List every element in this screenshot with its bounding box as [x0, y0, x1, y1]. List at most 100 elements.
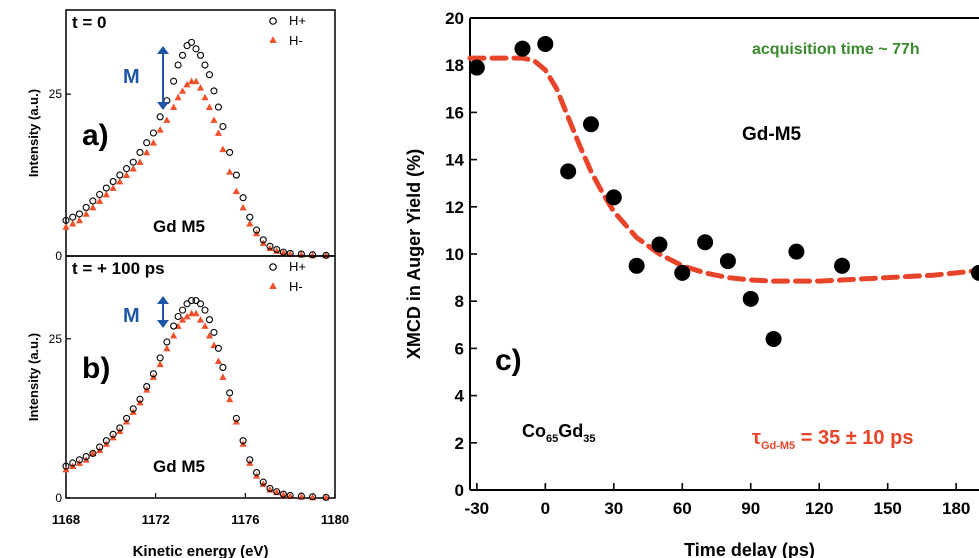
- panel-a-legend-hminus: H-: [289, 33, 303, 48]
- h-minus-point: [266, 244, 274, 252]
- arrow-head-down: [157, 320, 169, 328]
- h-plus-point: [210, 87, 218, 95]
- h-plus-point: [205, 316, 214, 324]
- y-tick-label: 10: [445, 245, 464, 264]
- h-plus-point: [214, 344, 222, 352]
- h-minus-point: [62, 223, 70, 230]
- h-plus-point: [309, 493, 317, 501]
- h-minus-point: [322, 493, 330, 501]
- h-plus-point: [246, 213, 254, 221]
- h-minus-point: [69, 220, 77, 227]
- x-tick-label: 30: [604, 499, 623, 518]
- h-plus-point: [309, 251, 317, 259]
- h-minus-point: [219, 373, 227, 380]
- panel-c-x-axis-label: Time delay (ps): [684, 540, 815, 558]
- h-plus-point: [297, 492, 305, 500]
- h-minus-point: [149, 139, 158, 146]
- h-plus-point: [75, 456, 83, 464]
- tau-subscript: Gd-M5: [761, 440, 795, 452]
- h-plus-point: [273, 245, 281, 254]
- h-minus-point: [214, 129, 223, 136]
- panel-b-legend: H+ H-: [269, 259, 306, 294]
- h-plus-point: [96, 443, 104, 451]
- data-point: [514, 40, 531, 57]
- h-plus-point: [279, 248, 287, 256]
- panel-c-y-axis-label: XMCD in Auger Yield (%): [404, 149, 424, 359]
- h-plus-point: [170, 322, 178, 330]
- h-minus-point: [178, 316, 187, 323]
- h-minus-point: [122, 171, 131, 178]
- h-plus-point: [297, 250, 305, 258]
- x-tick-label: 150: [874, 499, 902, 518]
- y-tick-label: 2: [455, 434, 464, 453]
- panel-a-moment-arrow-icon: [157, 46, 169, 110]
- h-plus-point: [62, 462, 70, 470]
- h-plus-point: [96, 190, 104, 199]
- panel-a-moment-label: M: [123, 66, 140, 88]
- h-plus-point: [69, 459, 77, 467]
- h-plus-point: [232, 414, 240, 422]
- x-tick-label: 90: [741, 499, 760, 518]
- h-minus-point: [239, 203, 247, 211]
- h-plus-point: [129, 405, 137, 413]
- panel-c-x-ticks: -30 0 30 60 90 120 150 180: [465, 483, 970, 518]
- h-plus-point: [116, 171, 124, 179]
- panel-b-element-label: Gd M5: [153, 457, 205, 476]
- h-plus-point: [210, 328, 218, 336]
- h-plus-point: [122, 165, 131, 173]
- panel-b-y-axis-label: Intensity (a.u.): [26, 333, 41, 421]
- data-point: [560, 163, 577, 180]
- h-minus-point: [192, 77, 200, 85]
- y-tick-label: 4: [455, 387, 465, 406]
- h-minus-point: [82, 210, 90, 217]
- h-minus-point: [210, 341, 218, 349]
- y-tick-label: 16: [445, 103, 464, 122]
- panel-b-legend-triangle-icon: [269, 282, 277, 290]
- h-minus-point: [136, 158, 144, 166]
- h-minus-point: [226, 168, 234, 175]
- y-tick-label: 0: [55, 491, 62, 505]
- h-plus-point: [143, 139, 151, 147]
- h-plus-point: [122, 414, 131, 422]
- data-point: [605, 189, 622, 206]
- tau-symbol: τ: [752, 427, 761, 449]
- panel-a-time-label: t = 0: [72, 13, 107, 32]
- y-tick-label: 8: [455, 292, 464, 311]
- panel-a-y-ticks: 0 25: [49, 87, 71, 263]
- data-point: [971, 264, 979, 281]
- h-plus-point: [75, 210, 83, 218]
- compound-co: Co: [522, 421, 546, 441]
- panel-b-moment-arrow-icon: [157, 296, 169, 328]
- data-point: [468, 59, 485, 76]
- h-plus-point: [226, 148, 234, 156]
- panel-a-element-label: Gd M5: [153, 217, 205, 236]
- panel-c-y-ticks: 0 2 4 6 8 10 12 14 16 18 20: [445, 9, 477, 500]
- h-plus-point: [196, 51, 205, 59]
- h-minus-point: [183, 80, 191, 88]
- x-tick-label: 180: [942, 499, 970, 518]
- panel-c-fit-curve: [467, 55, 979, 284]
- h-plus-point: [219, 363, 227, 371]
- acquisition-time-annotation: acquisition time ~ 77h: [752, 41, 920, 58]
- h-plus-point: [82, 453, 90, 461]
- h-plus-point: [143, 383, 151, 391]
- h-minus-point: [178, 87, 187, 94]
- h-plus-point: [273, 488, 281, 496]
- h-minus-point: [129, 165, 137, 172]
- panel-a-legend: H+ H-: [269, 13, 306, 48]
- h-minus-point: [170, 332, 178, 339]
- h-plus-point: [259, 478, 267, 486]
- h-plus-point: [179, 51, 187, 59]
- h-minus-point: [192, 309, 200, 317]
- gd-m5-annotation: Gd-M5: [742, 124, 802, 145]
- h-plus-point: [214, 103, 222, 111]
- h-plus-point: [201, 306, 209, 314]
- y-tick-label: 0: [455, 481, 464, 500]
- y-tick-label: 12: [445, 198, 464, 217]
- panel-a-label: a): [82, 119, 109, 152]
- h-plus-point: [192, 45, 200, 53]
- panel-a-legend-circle-icon: [269, 17, 277, 25]
- h-minus-point: [89, 449, 97, 457]
- y-tick-label: 14: [445, 151, 464, 170]
